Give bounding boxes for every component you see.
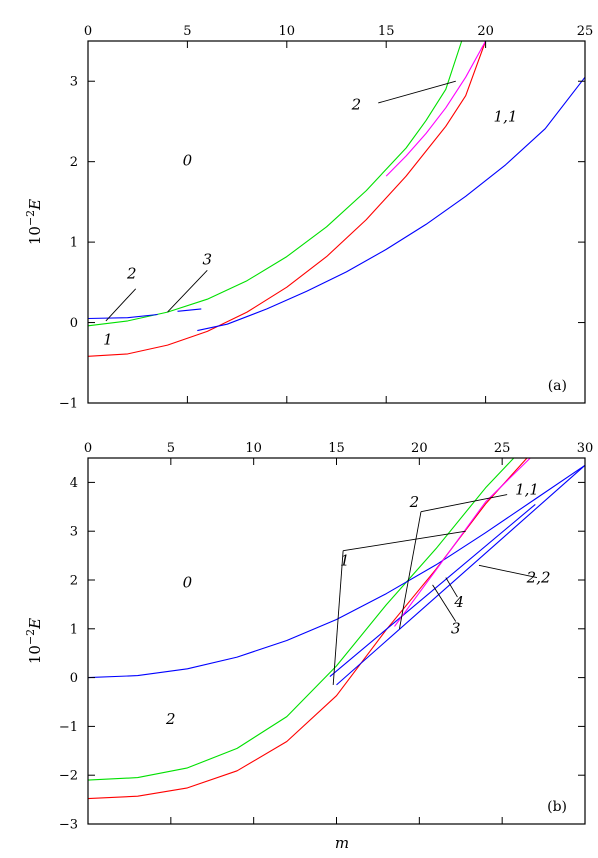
y-tick-label: 1: [70, 236, 78, 251]
x-tick-label: 5: [167, 441, 175, 456]
region-label: 0: [183, 152, 193, 170]
y-tick-label: −2: [59, 769, 78, 784]
y-tick-label: 0: [70, 316, 78, 331]
y-tick-label: 3: [70, 525, 78, 540]
series-line-2: [87, 313, 158, 320]
x-tick-label: 25: [577, 24, 594, 39]
x-tick-label: 25: [494, 441, 511, 456]
annotation-pointer: [343, 530, 466, 552]
x-axis-label: m: [335, 834, 349, 852]
x-tick-label: 20: [477, 24, 494, 39]
y-tick-label: 3: [70, 75, 78, 90]
x-tick-label: 10: [279, 24, 296, 39]
region-label: 3: [203, 251, 213, 269]
series-line-4: [336, 464, 586, 686]
x-tick-label: 10: [245, 441, 262, 456]
y-tick-label: −3: [59, 818, 78, 833]
region-label: 1: [340, 551, 350, 569]
y-axis-label: 10−2E: [24, 199, 44, 245]
y-tick-label: 1: [70, 622, 78, 637]
y-axis-label: 10−2E: [24, 618, 44, 664]
chart-panel-b: 0 5 10 15 20 25 30 −3 −2 −1 0 1 2 3 4 0 2 1 2 1,1 2,2 4 3 (b) 10…: [24, 441, 593, 833]
x-tick-label: 5: [183, 24, 191, 39]
x-tick-label: 30: [577, 441, 594, 456]
region-label: 4: [453, 593, 464, 611]
annotation-pointer: [478, 564, 538, 579]
series-line-3: [177, 308, 202, 312]
region-label: 2,2: [526, 568, 551, 586]
y-tick-label: 4: [70, 476, 78, 491]
x-tick-label: 15: [378, 24, 395, 39]
region-label: 1,1: [515, 481, 539, 499]
region-label: 2: [409, 493, 420, 511]
series-line-1: [87, 457, 515, 781]
annotation-pointer: [432, 584, 457, 622]
series-line-5: [385, 40, 487, 177]
plot-frame: [87, 40, 586, 404]
series-line-0: [87, 40, 487, 357]
y-tick-label: −1: [59, 720, 78, 735]
chart-panel-a: 0 5 10 15 20 25 −1 0 1 2 3 0 1 1,1 2 3 2 (a) 10−2E: [24, 24, 593, 412]
x-tick-label: 20: [411, 441, 428, 456]
x-tick-label: 15: [328, 441, 345, 456]
series-line-4: [197, 76, 586, 332]
annotation-pointer: [445, 577, 458, 598]
panel-label: (a): [548, 378, 567, 394]
region-label: 2: [165, 710, 176, 728]
series-line-5: [394, 457, 531, 627]
region-label: 3: [451, 620, 461, 638]
annotation-pointer: [332, 550, 344, 685]
x-tick-label: 0: [84, 441, 92, 456]
annotation-pointer: [399, 511, 422, 629]
x-tick-label: 0: [84, 24, 92, 39]
region-label: 2: [351, 95, 362, 113]
series-line-2: [87, 464, 586, 679]
series-line-3: [329, 503, 536, 678]
region-label: 1,1: [494, 107, 518, 125]
annotation-pointer: [167, 269, 208, 313]
series-line-1: [87, 40, 463, 327]
series-line-0: [87, 457, 528, 800]
region-label: 1: [103, 330, 113, 348]
y-tick-label: 2: [70, 574, 78, 589]
panel-label: (b): [547, 799, 567, 815]
y-tick-label: −1: [59, 397, 78, 412]
region-label: 0: [183, 573, 193, 591]
annotation-pointer: [420, 494, 508, 513]
annotation-pointer: [378, 80, 456, 104]
region-label: 2: [126, 264, 137, 282]
annotation-pointer: [105, 288, 137, 322]
y-tick-label: 0: [70, 671, 78, 686]
y-tick-label: 2: [70, 155, 78, 170]
